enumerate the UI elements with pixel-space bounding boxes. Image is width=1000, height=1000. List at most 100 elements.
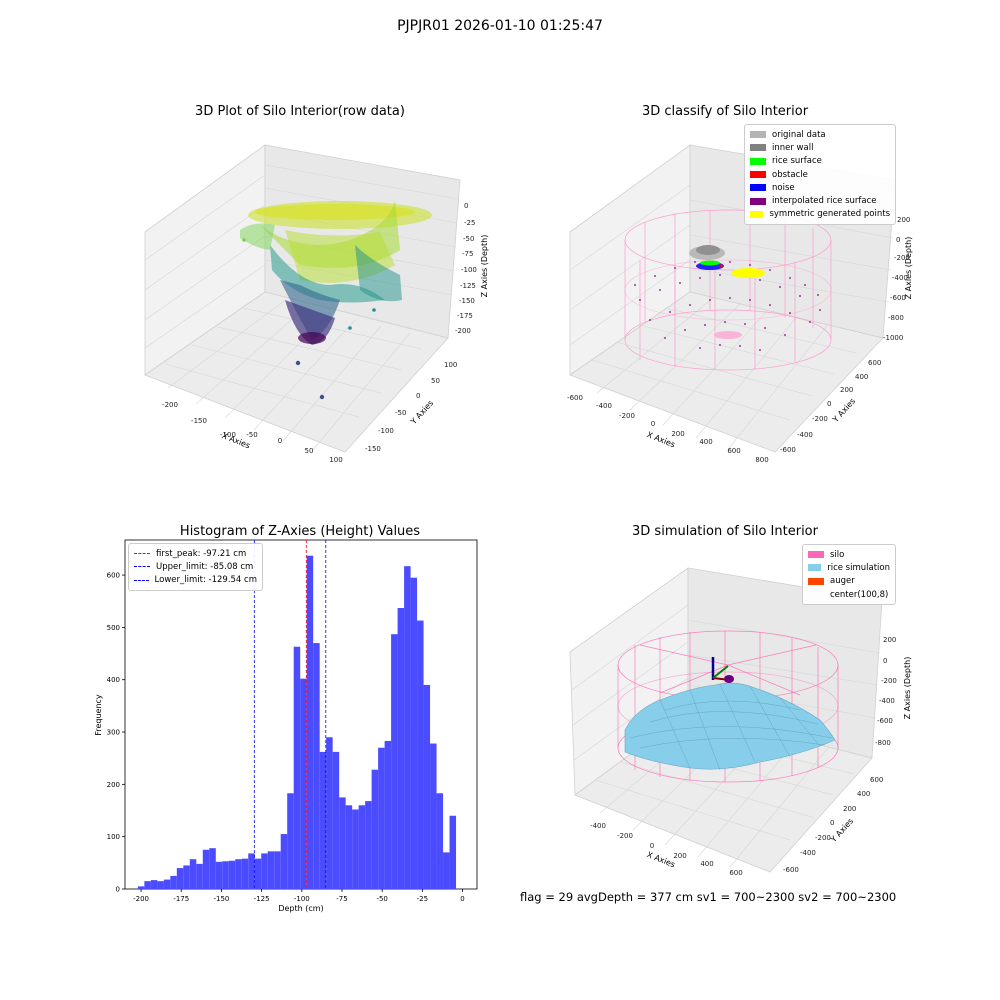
legend-swatch [750, 171, 766, 179]
histogram-bar [261, 853, 268, 889]
plot1-ytick: -150 [365, 445, 381, 453]
plot4-xtick: 600 [729, 869, 742, 877]
histogram-xticks: -200 -175 -150 -125 -100 -75 -50 -25 0 [133, 889, 465, 903]
plot2-xtick: 400 [699, 438, 712, 446]
figure-suptitle: PJPJR01 2026-01-10 01:25:47 [397, 18, 603, 34]
histogram-ytick-label: 100 [107, 833, 120, 841]
histogram-bar [300, 678, 307, 889]
plot2-ztick: -1000 [883, 334, 903, 342]
histogram-bar [235, 859, 242, 889]
legend-item: first_peak: -97.21 cm [134, 547, 257, 560]
histogram-ytick-label: 300 [107, 729, 120, 737]
plot2-ytick: -400 [797, 431, 813, 439]
histogram-bar [319, 751, 327, 889]
legend-swatch [750, 184, 766, 192]
plot2-silo-wireframe [624, 209, 832, 371]
plot4-auger [711, 657, 734, 683]
plot4-zlabel: Z Axies (Depth) [903, 657, 912, 720]
plot2-ytick: -200 [812, 415, 828, 423]
plot2-ytick: 600 [868, 359, 881, 367]
plot2-classified-points [689, 245, 765, 278]
histogram-xtick-label: -175 [173, 895, 189, 903]
plot1-xtick: -100 [220, 431, 236, 439]
legend-swatch [750, 157, 766, 165]
histogram-bar [267, 851, 275, 889]
histogram-bar [410, 577, 418, 889]
plot2-ztick: 200 [897, 216, 910, 224]
plot1-ztick: 0 [464, 202, 468, 210]
histogram-bar [228, 860, 236, 889]
plot1-ytick: 50 [431, 377, 440, 385]
legend-swatch [808, 564, 822, 572]
histogram-ytick-label: 600 [107, 572, 120, 580]
legend-label: inner wall [772, 142, 814, 153]
histogram-xtick-label: -75 [336, 895, 347, 903]
histogram-bar [157, 881, 164, 889]
plot1-point-cloud [240, 200, 432, 400]
plot1-xtick: 0 [278, 437, 282, 445]
histogram-bar [352, 809, 359, 889]
legend-label: obstacle [772, 169, 808, 180]
plot1-ytick: -100 [378, 427, 394, 435]
plot2-interpolated-surface [634, 261, 821, 351]
plot1-title: 3D Plot of Silo Interior(row data) [195, 104, 405, 119]
plot2-ztick: -400 [892, 274, 908, 282]
plot4-ztick: -800 [875, 739, 891, 747]
plot4-ztick: 200 [883, 636, 896, 644]
plot2-zlabel: Z Axies (Depth) [904, 237, 913, 300]
histogram-title: Histogram of Z-Axies (Height) Values [179, 524, 421, 539]
plot4-ytick: 0 [830, 819, 834, 827]
legend-item: rice surface [750, 155, 890, 168]
plot2-xtick: 600 [727, 447, 740, 455]
histogram-xtick-label: -150 [213, 895, 229, 903]
histogram-bar [332, 751, 340, 889]
plot4-ticks: -400 -200 0 200 400 600 600 400 200 0 -2… [590, 636, 897, 877]
histogram-bar [163, 879, 171, 889]
plot4-3d-simulation: -400 -200 0 200 400 600 600 400 200 0 -2… [569, 567, 912, 877]
plot2-3d-classify: -600 -400 -200 0 200 400 600 800 600 400… [567, 144, 913, 464]
legend-item: symmetric generated points [750, 208, 890, 221]
plot2-legend: original data inner wall rice surface ob… [744, 124, 896, 226]
histogram-bar [313, 643, 320, 889]
legend-item: obstacle [750, 168, 890, 181]
legend-label: first_peak: -97.21 cm [156, 548, 247, 559]
legend-line [134, 553, 150, 555]
plot4-ytick: -200 [815, 834, 831, 842]
plot1-xtick: 100 [329, 456, 342, 464]
plot1-xtick: -200 [162, 401, 178, 409]
histogram-xtick-label: -125 [254, 895, 270, 903]
plot4-ztick: -200 [881, 677, 897, 685]
histogram-bar [202, 849, 210, 889]
histogram-bar [443, 852, 450, 889]
plot2-ztick: -600 [890, 294, 906, 302]
plot2-ytick: -600 [780, 446, 796, 454]
legend-swatch [808, 551, 824, 559]
histogram-xtick-label: -200 [133, 895, 149, 903]
histogram-bar [430, 743, 437, 889]
legend-label: symmetric generated points [769, 209, 890, 220]
footer-status: flag = 29 avgDepth = 377 cm sv1 = 700~23… [520, 890, 897, 904]
legend-label: center(100,8) [830, 589, 889, 600]
plot4-title: 3D simulation of Silo Interior [632, 524, 818, 539]
histogram-ytick-label: 0 [116, 886, 120, 894]
histogram-bar [150, 880, 158, 889]
plot4-ytick: 600 [870, 776, 883, 784]
plot2-ytick: 0 [827, 400, 831, 408]
legend-item: center(100,8) [808, 588, 890, 601]
histogram-bar [241, 858, 249, 889]
histogram-vlines [253, 540, 327, 889]
legend-swatch [750, 131, 766, 139]
histogram-bar [254, 858, 262, 889]
plot4-rice-mesh [629, 683, 833, 771]
histogram-bar [391, 634, 398, 889]
plot2-xtick: -200 [619, 412, 635, 420]
legend-swatch [750, 210, 764, 218]
plot1-ytick: -50 [395, 409, 406, 417]
plot1-axes-box [144, 144, 461, 453]
legend-swatch [808, 591, 824, 598]
plot4-ztick: 0 [883, 657, 887, 665]
plot1-ylabel: Y Axies [408, 399, 435, 427]
legend-label: Upper_limit: -85.08 cm [156, 561, 254, 572]
legend-item: auger [808, 575, 890, 588]
histogram-bar [436, 793, 444, 889]
